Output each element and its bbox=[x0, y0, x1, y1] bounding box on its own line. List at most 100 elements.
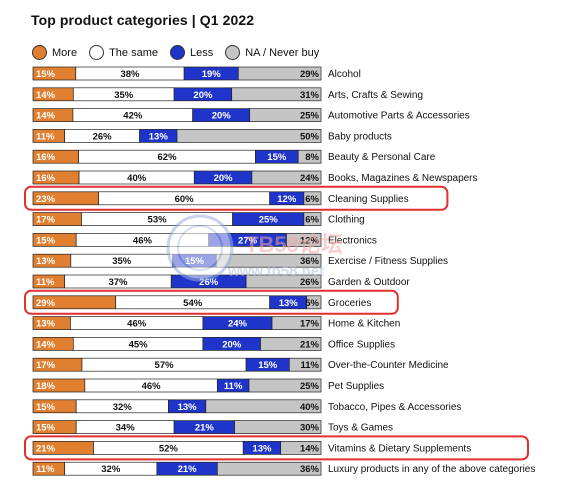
data-label-less: 24% bbox=[228, 319, 248, 330]
data-label-less: 13% bbox=[149, 131, 169, 142]
bar-row-tobacco-pipes-accessories: 15% 32% 13% 40% Tobacco, Pipes & Accessories bbox=[32, 399, 461, 414]
bar-row-luxury-products-in-any-of-the-above-categories: 11% 32% 21% 36% Luxury products in any of th… bbox=[32, 461, 535, 476]
bar-segment-na-never-buy bbox=[251, 170, 322, 185]
legend-item-less: Less bbox=[169, 45, 214, 60]
bar-row-cleaning-supplies: 23% 60% 12% 6% Cleaning Supplies bbox=[32, 191, 409, 206]
data-label-na-never-buy: 8% bbox=[305, 152, 319, 163]
data-label-the-same: 42% bbox=[123, 111, 143, 122]
data-label-na-never-buy: 36% bbox=[300, 256, 320, 267]
data-label-the-same: 38% bbox=[120, 69, 140, 80]
data-label-na-never-buy: 21% bbox=[300, 339, 320, 350]
data-label-the-same: 54% bbox=[183, 298, 203, 309]
data-label-less: 26% bbox=[199, 277, 219, 288]
bar-segment-na-never-buy bbox=[234, 420, 322, 434]
data-label-the-same: 57% bbox=[155, 360, 175, 371]
bar-row-books-magazines-newspapers: 16% 40% 20% 24% Books, Magazines & Newspaper… bbox=[32, 170, 478, 185]
legend-item-na: NA / Never buy bbox=[225, 45, 319, 60]
data-label-na-never-buy: 24% bbox=[300, 173, 320, 184]
bar-row-home-kitchen: 13% 46% 24% 17% Home & Kitchen bbox=[32, 316, 400, 330]
data-label-na-never-buy: 29% bbox=[300, 69, 320, 80]
data-label-the-same: 32% bbox=[101, 464, 121, 475]
data-label-more: 15% bbox=[36, 423, 56, 434]
data-label-na-never-buy: 6% bbox=[305, 194, 319, 205]
category-label: Pet Supplies bbox=[328, 381, 384, 392]
bar-segment-na-never-buy bbox=[288, 357, 322, 372]
watermark-logo-ring bbox=[177, 225, 223, 271]
data-label-more: 17% bbox=[36, 360, 56, 371]
bar-row-alcohol: 15% 38% 19% 29% Alcohol bbox=[32, 66, 361, 81]
data-label-more: 11% bbox=[36, 464, 55, 475]
data-label-more: 16% bbox=[36, 173, 56, 184]
legend-label-na: NA / Never buy bbox=[245, 46, 320, 59]
data-label-na-never-buy: 26% bbox=[300, 277, 320, 288]
data-label-less: 15% bbox=[258, 360, 278, 371]
legend-label-same: The same bbox=[109, 46, 158, 59]
bar-segment-na-never-buy bbox=[231, 87, 322, 102]
legend-swatch-na bbox=[225, 45, 241, 60]
data-label-the-same: 53% bbox=[148, 215, 168, 226]
legend-item-more: More bbox=[32, 45, 77, 60]
data-label-the-same: 37% bbox=[108, 277, 128, 288]
data-label-more: 16% bbox=[36, 152, 56, 163]
category-label: Luxury products in any of the above cate… bbox=[328, 464, 535, 475]
data-label-less: 25% bbox=[259, 215, 279, 226]
data-label-the-same: 62% bbox=[158, 152, 178, 163]
bar-segment-na-never-buy bbox=[216, 461, 322, 476]
data-label-na-never-buy: 40% bbox=[300, 402, 320, 413]
data-label-the-same: 26% bbox=[93, 131, 113, 142]
data-label-more: 11% bbox=[36, 131, 55, 142]
bar-segment-na-never-buy bbox=[249, 108, 322, 122]
legend-label-less: Less bbox=[189, 46, 214, 59]
watermark-url: www.tb58.net bbox=[227, 263, 324, 280]
data-label-less: 13% bbox=[252, 443, 272, 454]
legend-swatch-same bbox=[89, 45, 105, 60]
category-label: Alcohol bbox=[328, 69, 361, 80]
bar-row-garden-outdoor: 11% 37% 26% 26% Garden & Outdoor bbox=[32, 274, 410, 289]
data-label-less: 21% bbox=[178, 464, 198, 475]
data-label-the-same: 35% bbox=[114, 90, 134, 101]
data-label-less: 20% bbox=[193, 90, 213, 101]
data-label-more: 15% bbox=[36, 235, 56, 246]
data-label-more: 13% bbox=[36, 319, 56, 330]
data-label-na-never-buy: 12% bbox=[300, 235, 320, 246]
legend: More The same Less NA / Never buy bbox=[32, 45, 319, 60]
data-label-na-never-buy: 14% bbox=[300, 443, 320, 454]
data-label-more: 14% bbox=[36, 90, 56, 101]
bar-row-vitamins-dietary-supplements: 21% 52% 13% 14% Vitamins & Dietary Supplemen… bbox=[32, 441, 471, 455]
data-label-na-never-buy: 36% bbox=[300, 464, 320, 475]
category-label: Cleaning Supplies bbox=[328, 194, 409, 205]
data-label-more: 18% bbox=[36, 381, 56, 392]
bar-row-over-the-counter-medicine: 17% 57% 15% 11% Over-the-Counter Medicine bbox=[32, 357, 449, 372]
data-label-more: 11% bbox=[36, 277, 55, 288]
data-label-the-same: 46% bbox=[133, 235, 153, 246]
data-label-na-never-buy: 25% bbox=[300, 381, 320, 392]
data-label-na-never-buy: 17% bbox=[300, 319, 320, 330]
category-label: Exercise / Fitness Supplies bbox=[328, 256, 448, 267]
bar-row-automotive-parts-accessories: 14% 42% 20% 25% Automotive Parts & Accessori… bbox=[32, 108, 470, 122]
data-label-na-never-buy: 5% bbox=[305, 298, 319, 309]
data-label-the-same: 35% bbox=[112, 256, 132, 267]
bar-segment-na-never-buy bbox=[286, 233, 322, 247]
bar-row-arts-crafts-sewing: 14% 35% 20% 31% Arts, Crafts & Sewing bbox=[32, 87, 423, 102]
data-label-less: 20% bbox=[214, 173, 234, 184]
bar-row-office-supplies: 14% 45% 20% 21% Office Supplies bbox=[32, 337, 395, 351]
data-label-less: 27% bbox=[238, 235, 258, 246]
data-label-the-same: 34% bbox=[116, 423, 136, 434]
category-label: Garden & Outdoor bbox=[328, 277, 410, 288]
category-label: Electronics bbox=[328, 235, 377, 246]
bar-segment-na-never-buy bbox=[271, 316, 322, 330]
data-label-na-never-buy: 50% bbox=[300, 131, 320, 142]
data-label-more: 15% bbox=[36, 402, 56, 413]
category-label: Groceries bbox=[328, 298, 371, 309]
category-label: Arts, Crafts & Sewing bbox=[328, 90, 423, 101]
category-label: Home & Kitchen bbox=[328, 319, 400, 330]
data-label-more: 29% bbox=[36, 298, 56, 309]
bar-segment-na-never-buy bbox=[297, 149, 322, 164]
bar-segment-na-never-buy bbox=[245, 274, 322, 289]
category-label: Over-the-Counter Medicine bbox=[328, 360, 449, 371]
data-label-less: 13% bbox=[178, 402, 198, 413]
data-label-more: 23% bbox=[36, 194, 56, 205]
category-label: Toys & Games bbox=[328, 423, 393, 434]
bar-segment-na-never-buy bbox=[303, 212, 322, 226]
